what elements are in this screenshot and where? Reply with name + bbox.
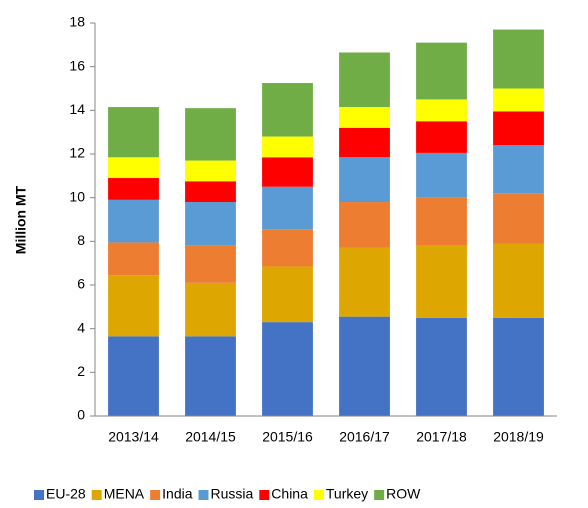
y-tick-label: 8 — [77, 232, 85, 248]
legend-label: ROW — [386, 486, 421, 502]
legend-swatch — [313, 490, 324, 500]
bar-segment — [416, 152, 467, 198]
x-tick-label: 2015/16 — [262, 429, 313, 445]
bar-segment — [339, 316, 390, 416]
bar-segment — [339, 127, 390, 158]
bar-segment — [339, 202, 390, 248]
legend-swatch — [198, 490, 209, 500]
legend-label: EU-28 — [46, 486, 86, 502]
bar-segment — [262, 157, 313, 187]
bar-segment — [416, 245, 467, 318]
bar-segment — [416, 317, 467, 416]
y-tick-label: 6 — [77, 276, 85, 292]
bar-segment — [262, 136, 313, 158]
bar-segment — [108, 336, 159, 416]
bar-segment — [108, 275, 159, 337]
legend-label: China — [271, 486, 308, 502]
bar-segment — [493, 29, 544, 89]
bar-segment — [493, 88, 544, 112]
y-tick-label: 0 — [77, 407, 85, 423]
bar-segment — [262, 322, 313, 416]
y-tick-label: 4 — [77, 319, 85, 335]
bar-segment — [416, 197, 467, 246]
bar-segment — [262, 186, 313, 230]
bar-segment — [339, 107, 390, 128]
y-axis-label: Million MT — [13, 185, 29, 254]
legend-swatch — [34, 490, 44, 500]
bar-segment — [262, 266, 313, 323]
bar-segment — [493, 145, 544, 194]
x-tick-label: 2014/15 — [185, 429, 236, 445]
bar-segment — [185, 160, 236, 182]
bar-segment — [493, 317, 544, 416]
legend-label: MENA — [104, 486, 145, 502]
bar-segment — [108, 199, 159, 243]
x-tick-label: 2017/18 — [416, 429, 467, 445]
y-tick-label: 10 — [69, 188, 85, 204]
bar-segment — [108, 178, 159, 200]
bar-segment — [416, 42, 467, 100]
bar-segment — [262, 229, 313, 267]
bar-segment — [339, 52, 390, 108]
y-tick-label: 12 — [69, 145, 85, 161]
bar-segment — [416, 99, 467, 122]
bar-segment — [185, 181, 236, 203]
x-tick-label: 2016/17 — [339, 429, 390, 445]
legend-swatch — [374, 490, 385, 500]
bar-segment — [339, 247, 390, 317]
bar-segment — [185, 282, 236, 337]
legend-swatch — [150, 490, 161, 500]
legend-label: Russia — [211, 486, 254, 502]
y-tick-label: 16 — [69, 57, 85, 73]
bar-segment — [493, 111, 544, 146]
y-tick-label: 2 — [77, 363, 85, 379]
x-tick-label: 2013/14 — [108, 429, 159, 445]
legend-swatch — [259, 490, 270, 500]
legend-swatch — [91, 490, 102, 500]
bar-segment — [185, 245, 236, 283]
y-tick-label: 14 — [69, 101, 85, 117]
legend-label: Turkey — [326, 486, 368, 502]
x-tick-label: 2018/19 — [493, 429, 544, 445]
y-tick-label: 18 — [69, 14, 85, 30]
bar-segment — [185, 202, 236, 246]
bar-segment — [185, 336, 236, 416]
bar-segment — [108, 157, 159, 179]
bar-segment — [493, 243, 544, 318]
bar-segment — [262, 83, 313, 137]
bar-segment — [493, 193, 544, 244]
legend-label: India — [162, 486, 193, 502]
bar-segment — [339, 157, 390, 203]
bar-segment — [185, 108, 236, 161]
bar-segment — [108, 242, 159, 276]
bar-segment — [416, 121, 467, 153]
bar-segment — [108, 107, 159, 158]
